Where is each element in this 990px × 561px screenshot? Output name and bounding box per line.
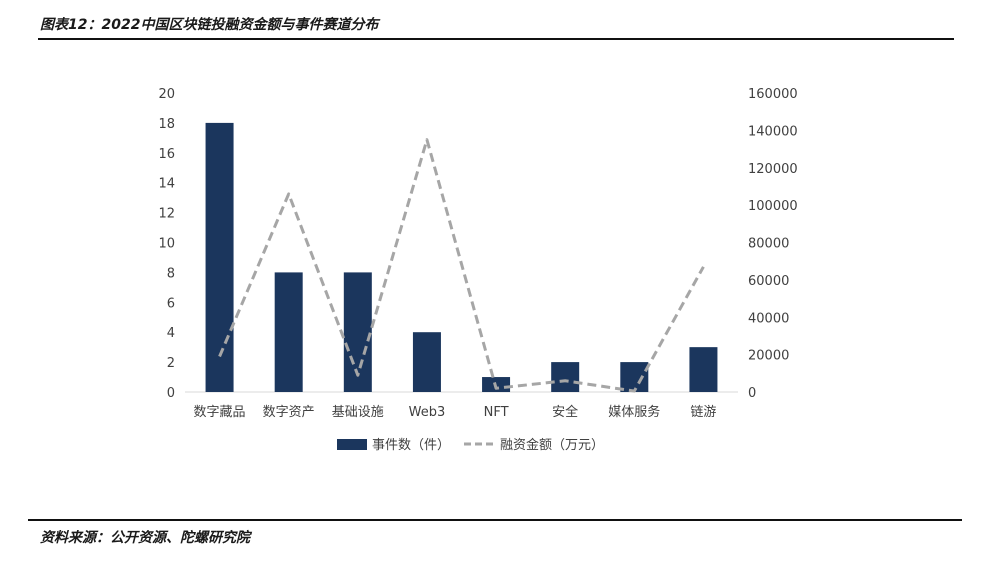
right-tick-label: 140000 <box>748 124 798 139</box>
bar <box>551 362 580 392</box>
left-tick-label: 0 <box>167 386 175 401</box>
category-label: 数字资产 <box>263 405 315 420</box>
category-label: 安全 <box>552 404 578 420</box>
left-tick-label: 14 <box>158 177 175 192</box>
category-label: Web3 <box>409 405 446 420</box>
left-tick-label: 8 <box>167 266 175 281</box>
figure-title: 图表12：2022中国区块链投融资金额与事件赛道分布 <box>40 17 379 33</box>
right-tick-label: 40000 <box>748 311 789 326</box>
left-tick-label: 18 <box>158 117 175 132</box>
category-label: 媒体服务 <box>608 404 660 420</box>
legend: 事件数（件） 融资金额（万元） <box>337 437 604 453</box>
left-tick-label: 16 <box>158 147 175 162</box>
left-tick-label: 12 <box>158 207 175 222</box>
left-tick-label: 10 <box>158 237 175 252</box>
category-label: 链游 <box>690 405 716 420</box>
right-tick-label: 20000 <box>748 349 789 364</box>
category-label: NFT <box>484 405 509 420</box>
bar-series <box>205 122 718 393</box>
left-axis: 0 2 4 6 8 10 12 14 16 18 20 <box>158 87 175 401</box>
category-labels: 数字藏品 数字资产 基础设施 Web3 NFT 安全 媒体服务 链游 <box>194 404 717 420</box>
legend-line-label: 融资金额（万元） <box>500 437 604 453</box>
right-tick-label: 120000 <box>748 162 798 177</box>
bar <box>205 122 234 393</box>
legend-bar-swatch <box>337 439 367 450</box>
left-tick-label: 20 <box>158 87 175 102</box>
right-tick-label: 60000 <box>748 274 789 289</box>
top-rule <box>38 38 954 40</box>
category-label: 基础设施 <box>332 405 384 420</box>
left-tick-label: 2 <box>167 356 175 371</box>
right-tick-label: 80000 <box>748 237 789 252</box>
bar <box>689 347 718 392</box>
left-tick-label: 6 <box>167 296 175 311</box>
category-label: 数字藏品 <box>194 405 246 420</box>
right-tick-label: 0 <box>748 386 756 401</box>
right-axis: 0 20000 40000 60000 80000 100000 120000 140000 1… <box>748 87 798 401</box>
right-tick-label: 100000 <box>748 199 798 214</box>
bottom-rule <box>28 519 962 521</box>
line-series <box>218 138 705 393</box>
bar <box>274 272 303 392</box>
right-tick-label: 160000 <box>748 87 798 102</box>
bar <box>412 332 441 392</box>
left-tick-label: 4 <box>167 326 175 341</box>
source-note: 资料来源：公开资源、陀螺研究院 <box>40 530 250 546</box>
legend-bar-label: 事件数（件） <box>372 438 450 453</box>
bar <box>620 362 649 392</box>
